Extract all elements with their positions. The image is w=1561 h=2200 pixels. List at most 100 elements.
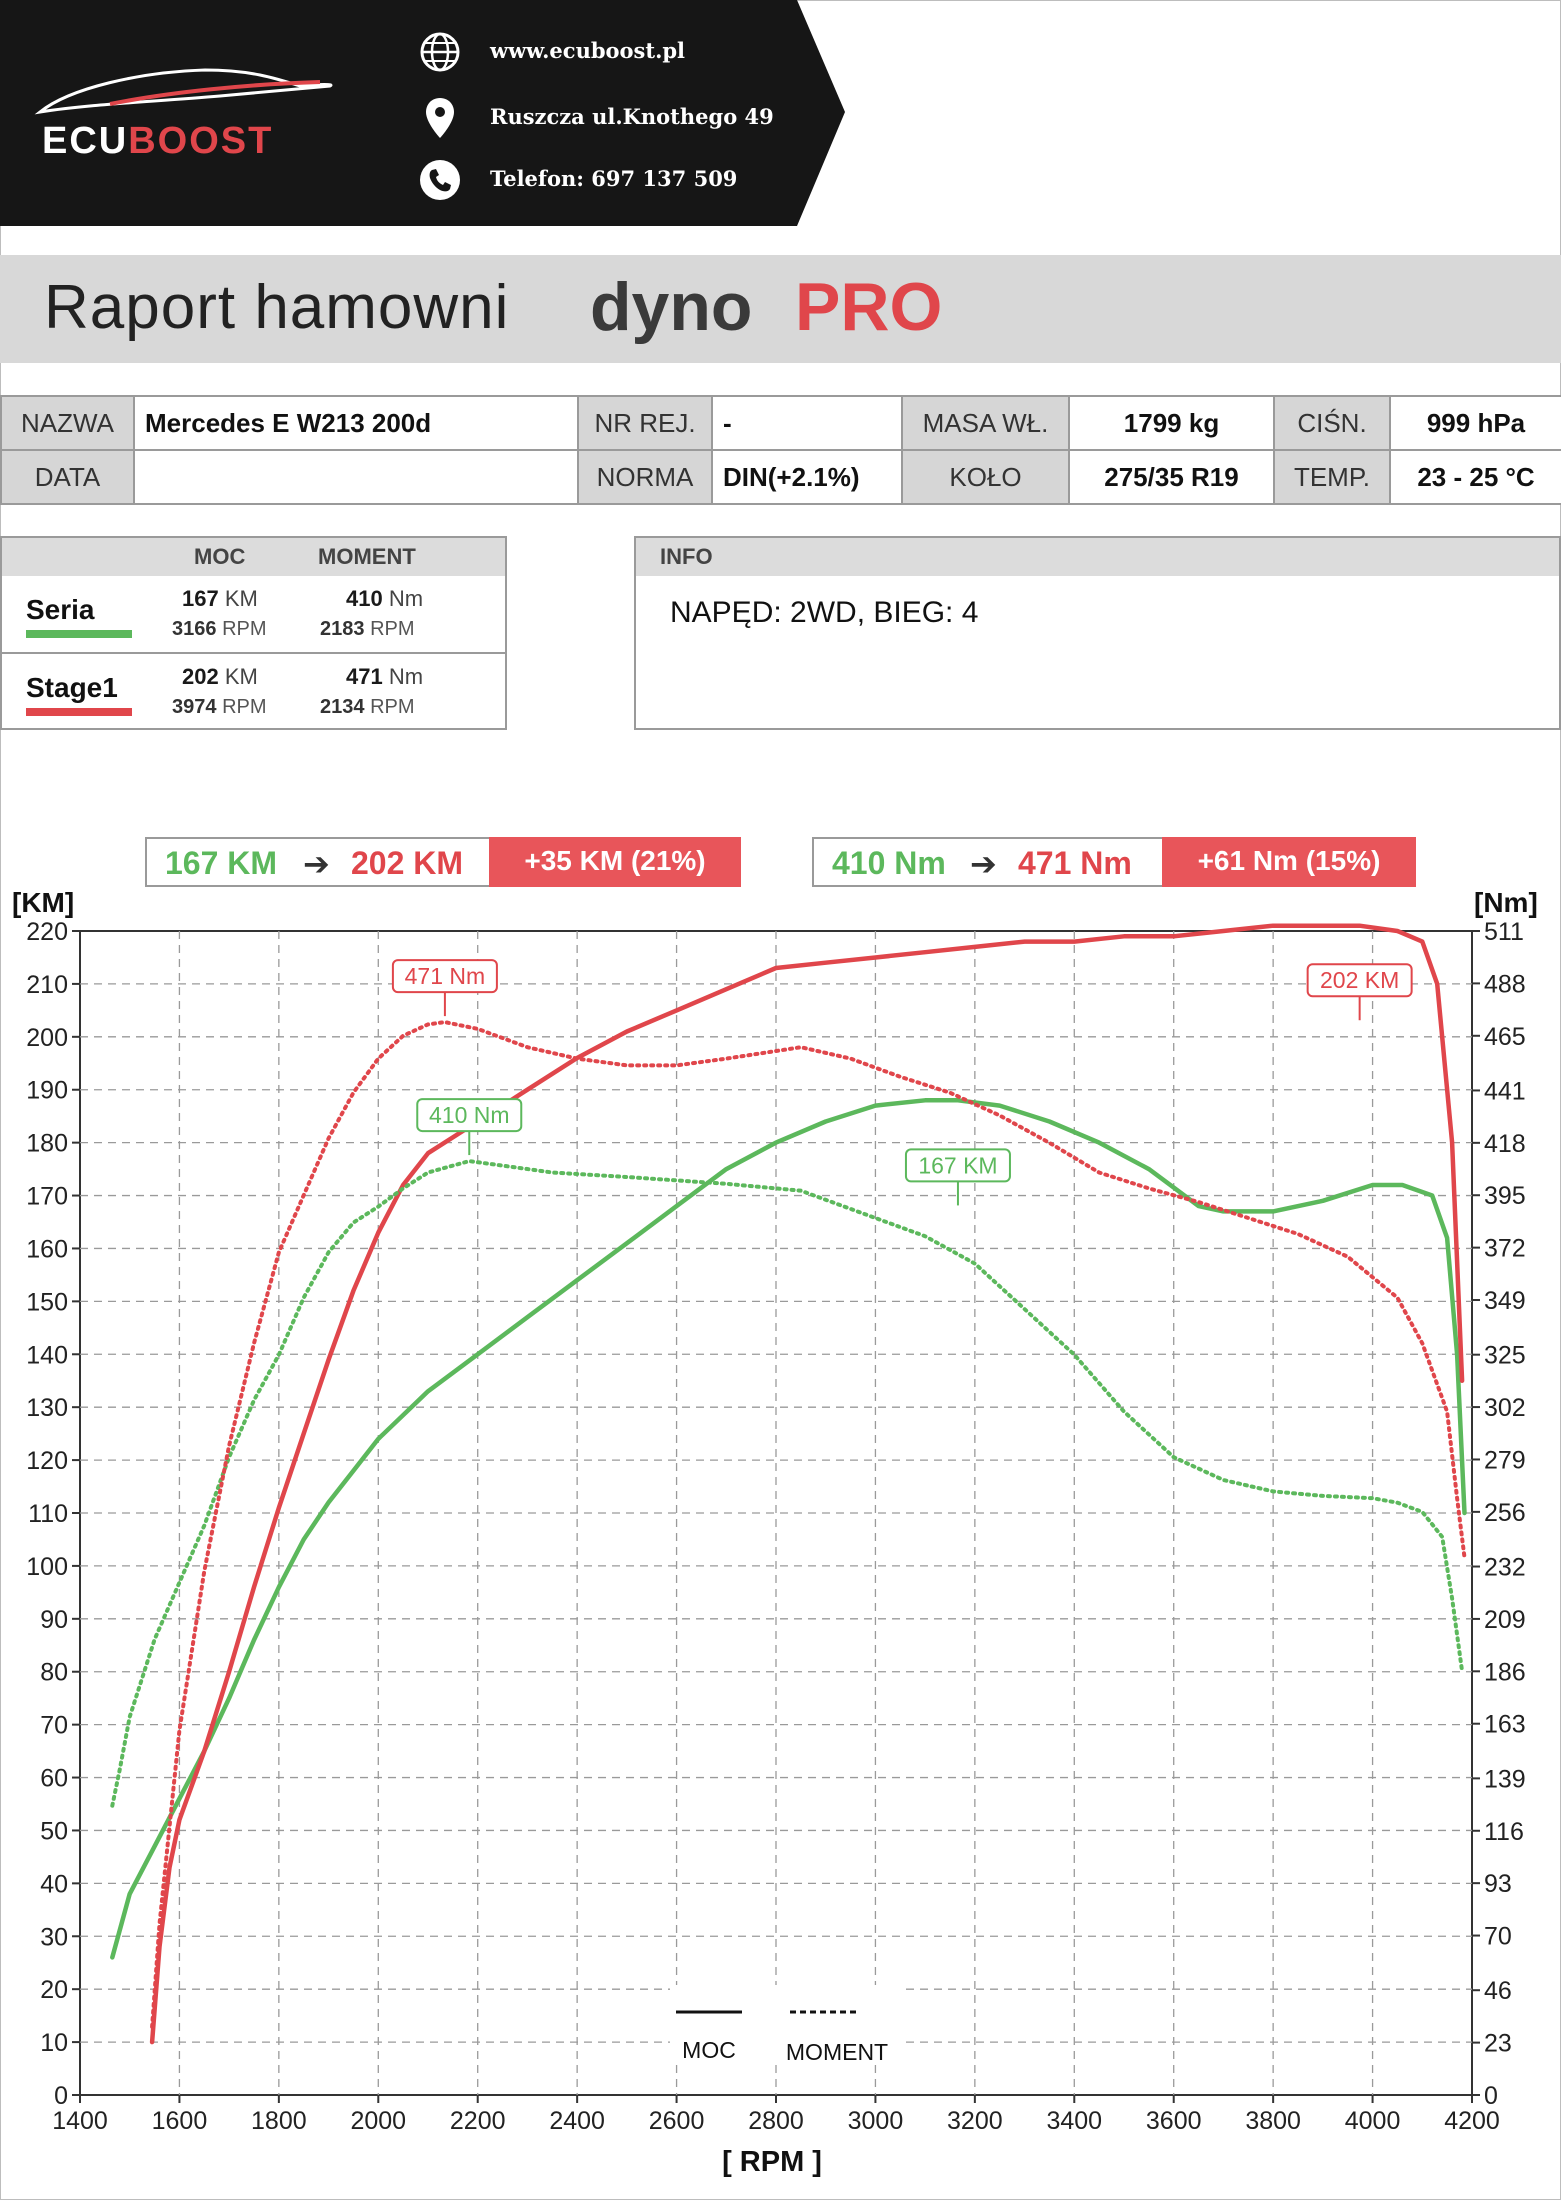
brand-dyno: dyno [590, 269, 753, 345]
summary-col-power: MOC [194, 544, 246, 569]
info-panel: INFO NAPĘD: 2WD, BIEG: 4 [634, 536, 1561, 730]
globe-icon [420, 32, 460, 72]
y-right-tick-label: 93 [1484, 1870, 1512, 1898]
logo-text: ECUBOOST [42, 120, 273, 163]
power-after: 202 KM [351, 845, 464, 881]
y-right-tick-label: 232 [1484, 1554, 1526, 1582]
brand-pro: PRO [795, 269, 943, 345]
x-tick-label: 2400 [549, 2107, 605, 2135]
summary-power-rpm: 3166 RPM [172, 618, 267, 640]
y-right-tick-label: 488 [1484, 970, 1526, 998]
torque-after: 471 Nm [1018, 845, 1132, 881]
params-row-1: NAZWA Mercedes E W213 200d NR REJ. - MAS… [0, 395, 1561, 451]
y-right-tick-label: 116 [1484, 1818, 1524, 1846]
x-tick-label: 3400 [1046, 2107, 1102, 2135]
legend-dashed-label: MOMENT [786, 2039, 888, 2065]
y-right-tick-label: 163 [1484, 1711, 1526, 1739]
param-label-wheel: KOŁO [901, 449, 1070, 505]
y-left-tick-label: 10 [40, 2029, 68, 2057]
title-band [0, 255, 1561, 363]
annotation-box [391, 959, 498, 994]
y-left-tick-label: 80 [40, 1659, 68, 1687]
params-row-2: DATA NORMA DIN(+2.1%) KOŁO 275/35 R19 TE… [0, 449, 1561, 505]
x-tick-label: 2000 [350, 2107, 406, 2135]
parameters-table: NAZWA Mercedes E W213 200d NR REJ. - MAS… [0, 395, 1561, 505]
y-left-tick-label: 170 [26, 1183, 68, 1211]
param-value-date [133, 449, 579, 505]
annotation-box [904, 1148, 1011, 1183]
y-left-tick-label: 60 [40, 1765, 68, 1793]
x-tick-label: 4000 [1345, 2107, 1401, 2135]
annotation-label: 202 KM [1320, 967, 1399, 993]
phone-text[interactable]: Telefon: 697 137 509 [490, 166, 738, 191]
y-right-axis-label: [Nm] [1474, 887, 1538, 918]
y-right-tick-label: 511 [1484, 918, 1524, 946]
logo-boost: BOOST [128, 120, 274, 162]
y-left-tick-label: 200 [26, 1024, 68, 1052]
y-left-tick-label: 120 [26, 1447, 68, 1475]
logo-ecu: ECU [42, 120, 129, 162]
y-left-tick-label: 180 [26, 1130, 68, 1158]
annotation-label: 471 Nm [405, 963, 486, 989]
legend-solid-label: MOC [682, 2037, 736, 2063]
x-tick-label: 3600 [1146, 2107, 1202, 2135]
legend-background [670, 1985, 900, 2065]
y-left-tick-label: 160 [26, 1235, 68, 1263]
y-left-tick-label: 190 [26, 1077, 68, 1105]
power-before: 167 KM [165, 845, 278, 881]
summary-header: MOC MOMENT [2, 538, 505, 576]
series-line-stage1-power [149, 923, 1465, 2045]
y-right-tick-label: 372 [1484, 1235, 1526, 1263]
param-label-norm: NORMA [577, 449, 713, 505]
location-pin-icon [426, 98, 454, 138]
y-left-tick-label: 140 [26, 1341, 68, 1369]
y-left-tick-label: 40 [40, 1870, 68, 1898]
power-gain-box: 167 KM ➔ 202 KM +35 KM (21%) [145, 837, 741, 887]
phone-icon [420, 160, 460, 200]
summary-name: Stage1 [26, 672, 118, 703]
power-diff: +35 KM (21%) [489, 837, 741, 887]
param-value-temp: 23 - 25 °C [1389, 449, 1561, 505]
y-left-tick-label: 90 [40, 1606, 68, 1634]
annotation-box [1306, 963, 1413, 998]
y-left-tick-label: 220 [26, 918, 68, 946]
y-left-tick-label: 20 [40, 1976, 68, 2004]
summary-torque: 471 Nm [346, 664, 424, 689]
series-line-stage1-torque [150, 1020, 1467, 2029]
logo-car-icon [34, 68, 333, 115]
y-left-tick-label: 30 [40, 1923, 68, 1951]
x-tick-label: 1400 [52, 2107, 108, 2135]
x-tick-label: 1800 [251, 2107, 307, 2135]
y-right-tick-label: 256 [1484, 1499, 1526, 1527]
y-right-tick-label: 302 [1484, 1394, 1526, 1422]
summary-power-rpm: 3974 RPM [172, 696, 267, 718]
y-right-tick-label: 418 [1484, 1130, 1526, 1158]
summary-row-seria: Seria 167 KM 3166 RPM 410 Nm 2183 RPM [2, 576, 505, 652]
summary-row-stage1: Stage1 202 KM 3974 RPM 471 Nm 2134 RPM [2, 652, 505, 730]
y-right-tick-label: 349 [1484, 1287, 1526, 1315]
y-left-tick-label: 210 [26, 971, 68, 999]
param-label-date: DATA [0, 449, 135, 505]
annotation-label: 167 KM [918, 1152, 997, 1178]
address-text: Ruszcza ul.Knothego 49 [490, 104, 774, 129]
summary-power: 167 KM [182, 586, 258, 611]
param-value-wheel: 275/35 R19 [1068, 449, 1275, 505]
series-line-seria-power [110, 1098, 1467, 1960]
y-left-tick-label: 70 [40, 1712, 68, 1740]
torque-before: 410 Nm [832, 845, 946, 881]
x-tick-label: 2600 [649, 2107, 705, 2135]
arrow-icon: ➔ [303, 846, 330, 882]
summary-panel: MOC MOMENT Seria 167 KM 3166 RPM 410 Nm … [0, 536, 507, 730]
y-right-tick-label: 395 [1484, 1182, 1526, 1210]
param-label-name: NAZWA [0, 395, 135, 451]
param-value-mass: 1799 kg [1068, 395, 1275, 451]
summary-color-line [26, 708, 132, 716]
param-label-reg: NR REJ. [577, 395, 713, 451]
x-tick-label: 3200 [947, 2107, 1003, 2135]
param-label-mass: MASA WŁ. [901, 395, 1070, 451]
series-line-seria-torque [110, 1159, 1465, 1808]
website-link[interactable]: www.ecuboost.pl [490, 38, 686, 63]
param-label-pressure: CIŚN. [1273, 395, 1391, 451]
y-right-tick-label: 325 [1484, 1342, 1526, 1370]
header-background [0, 0, 845, 226]
